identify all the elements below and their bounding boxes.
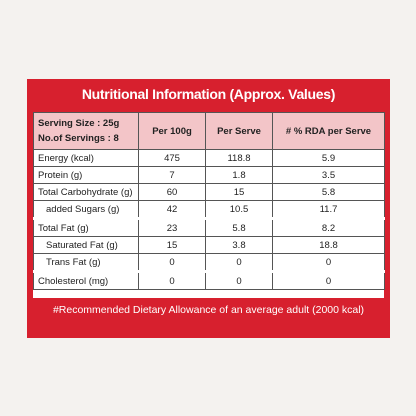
nutrient-value: 118.8 <box>205 149 273 167</box>
table-row: Cholesterol (mg) 0 0 0 <box>33 270 385 290</box>
table-row: Energy (kcal) 475 118.8 5.9 <box>33 149 385 167</box>
nutrient-value: 0 <box>272 270 385 290</box>
footnote: #Recommended Dietary Allowance of an ave… <box>52 304 365 316</box>
nutrient-label: Saturated Fat (g) <box>33 236 139 254</box>
nutrient-value: 60 <box>138 183 206 201</box>
table-row: Saturated Fat (g) 15 3.8 18.8 <box>33 236 385 254</box>
nutrition-table: Serving Size : 25g No.of Servings : 8 Per… <box>33 112 385 290</box>
nutrient-label: Cholesterol (mg) <box>33 270 139 290</box>
nutrient-value: 0 <box>272 253 385 272</box>
nutrient-label: Trans Fat (g) <box>33 253 139 272</box>
table-row: Protein (g) 7 1.8 3.5 <box>33 166 385 184</box>
table-row: Total Fat (g) 23 5.8 8.2 <box>33 217 385 237</box>
serving-cell: Serving Size : 25g No.of Servings : 8 <box>33 112 139 150</box>
nutrient-value: 42 <box>138 200 206 219</box>
nutrient-value: 3.5 <box>272 166 385 184</box>
label-frame: Nutritional Information (Approx. Values)… <box>27 79 390 338</box>
nutrient-value: 23 <box>138 217 206 237</box>
nutrient-value: 7 <box>138 166 206 184</box>
table-row: Trans Fat (g) 0 0 0 <box>33 253 385 272</box>
nutrient-value: 5.8 <box>205 217 273 237</box>
nutrient-label: Protein (g) <box>33 166 139 184</box>
column-header: Per Serve <box>205 112 273 150</box>
nutrient-value: 5.9 <box>272 149 385 167</box>
serving-size: Serving Size : 25g <box>38 118 120 129</box>
nutrient-value: 15 <box>138 236 206 254</box>
servings: No.of Servings : 8 <box>38 133 119 144</box>
nutrient-value: 5.8 <box>272 183 385 201</box>
nutrient-value: 11.7 <box>272 200 385 219</box>
nutrient-value: 18.8 <box>272 236 385 254</box>
table-row: added Sugars (g) 42 10.5 11.7 <box>33 200 385 219</box>
title: Nutritional Information (Approx. Values) <box>81 86 336 102</box>
header-row: Serving Size : 25g No.of Servings : 8 Per… <box>33 112 385 150</box>
nutrient-value: 10.5 <box>205 200 273 219</box>
nutrient-value: 0 <box>205 253 273 272</box>
nutrient-label: Energy (kcal) <box>33 149 139 167</box>
table-area: Serving Size : 25g No.of Servings : 8 Per… <box>33 112 385 298</box>
column-header: # % RDA per Serve <box>272 112 385 150</box>
nutrient-value: 475 <box>138 149 206 167</box>
nutrient-value: 1.8 <box>205 166 273 184</box>
nutrient-label: added Sugars (g) <box>33 200 139 219</box>
nutrient-value: 15 <box>205 183 273 201</box>
column-header: Per 100g <box>138 112 206 150</box>
nutrient-label: Total Fat (g) <box>33 217 139 237</box>
nutrient-value: 3.8 <box>205 236 273 254</box>
nutrient-value: 8.2 <box>272 217 385 237</box>
nutrient-value: 0 <box>138 253 206 272</box>
nutrient-value: 0 <box>138 270 206 290</box>
nutrient-value: 0 <box>205 270 273 290</box>
table-row: Total Carbohydrate (g) 60 15 5.8 <box>33 183 385 201</box>
nutrient-label: Total Carbohydrate (g) <box>33 183 139 201</box>
